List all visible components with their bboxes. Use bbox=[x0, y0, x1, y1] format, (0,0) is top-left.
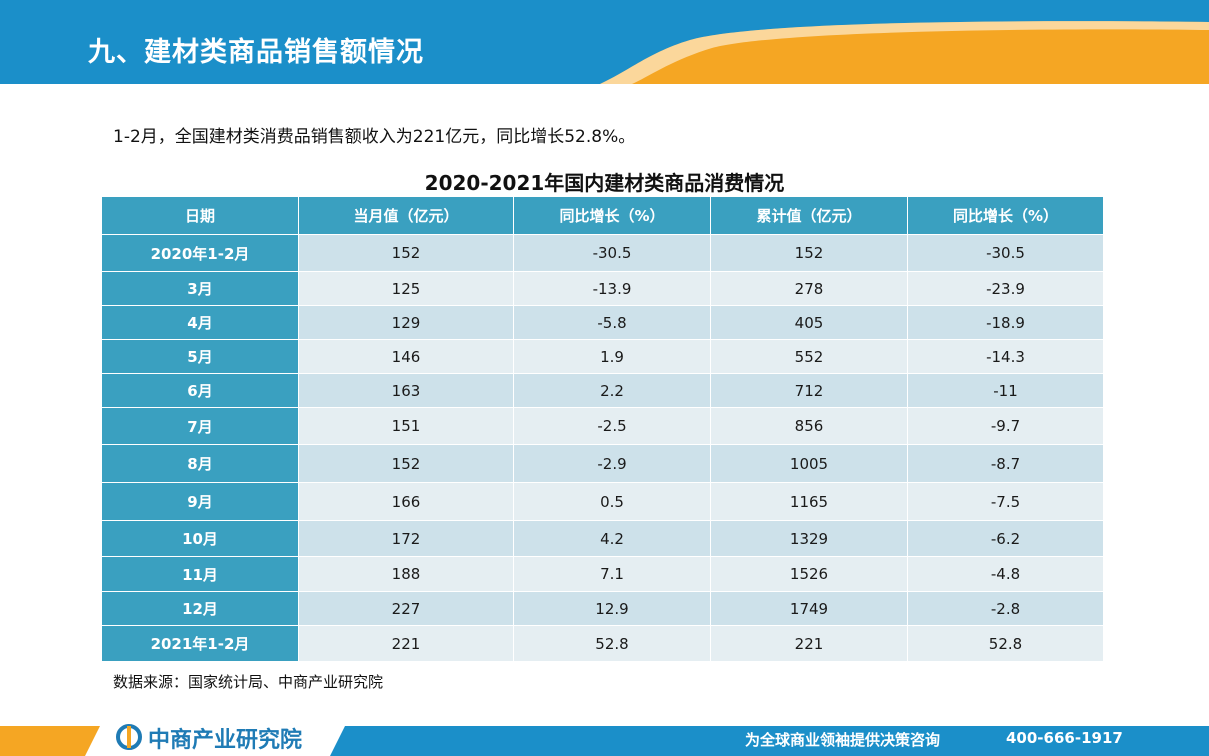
table-title: 2020-2021年国内建材类商品消费情况 bbox=[424, 171, 785, 195]
cell-cumulative: 1005 bbox=[710, 444, 908, 483]
table-row: 2021年1-2月 221 52.8 221 52.8 bbox=[101, 625, 1104, 662]
header-background bbox=[0, 0, 1209, 84]
table-row: 5月 146 1.9 552 -14.3 bbox=[101, 339, 1104, 374]
cell-date: 12月 bbox=[101, 591, 299, 626]
table-row: 8月 152 -2.9 1005 -8.7 bbox=[101, 444, 1104, 483]
footer-background bbox=[0, 726, 1209, 756]
data-source: 数据来源：国家统计局、中商产业研究院 bbox=[113, 673, 384, 691]
table-row: 6月 163 2.2 712 -11 bbox=[101, 373, 1104, 408]
cell-monthly: 163 bbox=[298, 373, 514, 408]
cell-monthly-yoy: -5.8 bbox=[513, 305, 711, 340]
table-row: 4月 129 -5.8 405 -18.9 bbox=[101, 305, 1104, 340]
cell-date: 4月 bbox=[101, 305, 299, 340]
cell-cumulative-yoy: -9.7 bbox=[907, 407, 1104, 445]
cell-cumulative: 856 bbox=[710, 407, 908, 445]
cell-cumulative-yoy: -8.7 bbox=[907, 444, 1104, 483]
table-row: 10月 172 4.2 1329 -6.2 bbox=[101, 520, 1104, 557]
cell-monthly: 146 bbox=[298, 339, 514, 374]
header-banner: 九、建材类商品销售额情况 bbox=[0, 0, 1209, 84]
cell-monthly-yoy: -2.9 bbox=[513, 444, 711, 483]
cell-date: 10月 bbox=[101, 520, 299, 557]
footer-bar bbox=[0, 716, 1209, 756]
cell-date: 2020年1-2月 bbox=[101, 234, 299, 272]
footer-tagline: 为全球商业领袖提供决策咨询 bbox=[745, 731, 941, 749]
cell-monthly-yoy: 0.5 bbox=[513, 482, 711, 521]
cell-cumulative-yoy: -2.8 bbox=[907, 591, 1104, 626]
cell-date: 5月 bbox=[101, 339, 299, 374]
table-row: 7月 151 -2.5 856 -9.7 bbox=[101, 407, 1104, 445]
data-table: 日期 当月值（亿元） 同比增长（%） 累计值（亿元） 同比增长（%） 2020年… bbox=[101, 196, 1104, 662]
cell-monthly-yoy: 52.8 bbox=[513, 625, 711, 662]
cell-cumulative: 1526 bbox=[710, 556, 908, 592]
cell-monthly: 227 bbox=[298, 591, 514, 626]
cell-monthly: 152 bbox=[298, 234, 514, 272]
cell-date: 6月 bbox=[101, 373, 299, 408]
cell-monthly: 166 bbox=[298, 482, 514, 521]
col-header-date: 日期 bbox=[101, 196, 299, 235]
col-header-cumulative-yoy: 同比增长（%） bbox=[907, 196, 1104, 235]
cell-monthly-yoy: -2.5 bbox=[513, 407, 711, 445]
cell-cumulative: 1329 bbox=[710, 520, 908, 557]
table-row: 9月 166 0.5 1165 -7.5 bbox=[101, 482, 1104, 521]
cell-monthly-yoy: 12.9 bbox=[513, 591, 711, 626]
cell-cumulative: 1165 bbox=[710, 482, 908, 521]
cell-cumulative-yoy: -11 bbox=[907, 373, 1104, 408]
cell-cumulative: 1749 bbox=[710, 591, 908, 626]
cell-cumulative-yoy: -4.8 bbox=[907, 556, 1104, 592]
cell-cumulative: 221 bbox=[710, 625, 908, 662]
cell-monthly: 221 bbox=[298, 625, 514, 662]
cell-cumulative-yoy: -18.9 bbox=[907, 305, 1104, 340]
cell-cumulative: 405 bbox=[710, 305, 908, 340]
cell-monthly-yoy: 4.2 bbox=[513, 520, 711, 557]
cell-cumulative: 552 bbox=[710, 339, 908, 374]
footer-logo-text: 中商产业研究院 bbox=[148, 728, 303, 753]
logo-icon bbox=[116, 724, 142, 750]
cell-date: 2021年1-2月 bbox=[101, 625, 299, 662]
cell-date: 9月 bbox=[101, 482, 299, 521]
page-title: 九、建材类商品销售额情况 bbox=[88, 37, 424, 68]
table-row: 3月 125 -13.9 278 -23.9 bbox=[101, 271, 1104, 306]
cell-date: 11月 bbox=[101, 556, 299, 592]
cell-monthly: 188 bbox=[298, 556, 514, 592]
col-header-monthly-yoy: 同比增长（%） bbox=[513, 196, 711, 235]
cell-monthly: 129 bbox=[298, 305, 514, 340]
cell-cumulative-yoy: -30.5 bbox=[907, 234, 1104, 272]
cell-cumulative: 152 bbox=[710, 234, 908, 272]
col-header-cumulative: 累计值（亿元） bbox=[710, 196, 908, 235]
cell-date: 8月 bbox=[101, 444, 299, 483]
cell-cumulative-yoy: -7.5 bbox=[907, 482, 1104, 521]
cell-monthly-yoy: -13.9 bbox=[513, 271, 711, 306]
table-row: 12月 227 12.9 1749 -2.8 bbox=[101, 591, 1104, 626]
cell-cumulative: 278 bbox=[710, 271, 908, 306]
table-row: 11月 188 7.1 1526 -4.8 bbox=[101, 556, 1104, 592]
cell-cumulative-yoy: -6.2 bbox=[907, 520, 1104, 557]
footer-phone: 400-666-1917 bbox=[1006, 729, 1123, 747]
cell-cumulative: 712 bbox=[710, 373, 908, 408]
cell-monthly-yoy: 7.1 bbox=[513, 556, 711, 592]
cell-cumulative-yoy: -14.3 bbox=[907, 339, 1104, 374]
cell-monthly: 152 bbox=[298, 444, 514, 483]
table-header-row: 日期 当月值（亿元） 同比增长（%） 累计值（亿元） 同比增长（%） bbox=[101, 196, 1104, 235]
cell-monthly: 172 bbox=[298, 520, 514, 557]
cell-cumulative-yoy: -23.9 bbox=[907, 271, 1104, 306]
cell-date: 7月 bbox=[101, 407, 299, 445]
cell-monthly: 125 bbox=[298, 271, 514, 306]
cell-date: 3月 bbox=[101, 271, 299, 306]
table-row: 2020年1-2月 152 -30.5 152 -30.5 bbox=[101, 234, 1104, 272]
cell-cumulative-yoy: 52.8 bbox=[907, 625, 1104, 662]
cell-monthly: 151 bbox=[298, 407, 514, 445]
cell-monthly-yoy: 2.2 bbox=[513, 373, 711, 408]
cell-monthly-yoy: -30.5 bbox=[513, 234, 711, 272]
cell-monthly-yoy: 1.9 bbox=[513, 339, 711, 374]
col-header-monthly: 当月值（亿元） bbox=[298, 196, 514, 235]
summary-text: 1-2月，全国建材类消费品销售额收入为221亿元，同比增长52.8%。 bbox=[113, 127, 636, 147]
